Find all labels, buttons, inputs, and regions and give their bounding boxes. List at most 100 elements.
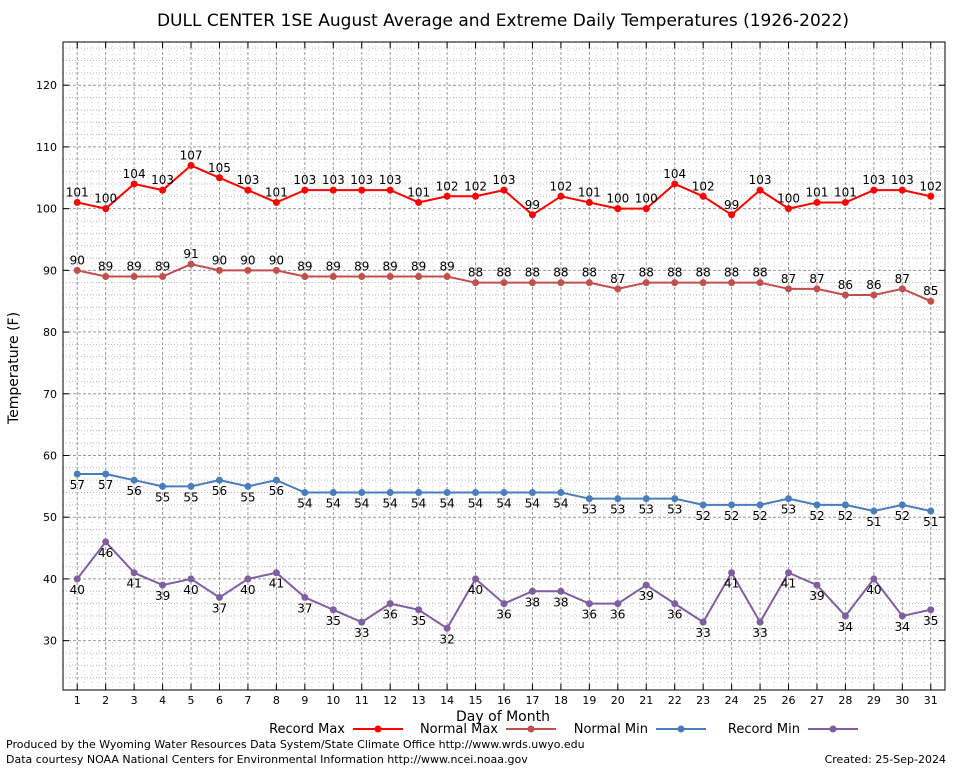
normal-max-data-label: 90 (269, 253, 284, 267)
record-min-data-label: 36 (383, 608, 398, 622)
normal-max-data-label: 88 (525, 266, 540, 280)
normal-max-data-label: 88 (468, 266, 483, 280)
record-max-data-label: 103 (749, 173, 772, 187)
normal-max-data-label: 87 (781, 272, 796, 286)
normal-max-point (813, 285, 821, 293)
normal-max-data-label: 89 (411, 260, 426, 274)
normal-min-data-label: 53 (582, 503, 597, 517)
legend-marker (829, 725, 837, 733)
record-max-data-label: 101 (834, 185, 857, 199)
record-min-point (927, 606, 935, 614)
record-min-data-label: 33 (696, 626, 711, 640)
normal-min-data-label: 52 (696, 509, 711, 523)
normal-max-data-label: 89 (439, 260, 454, 274)
normal-max-data-label: 88 (752, 266, 767, 280)
normal-min-point (813, 501, 821, 509)
y-tick-label: 80 (43, 326, 57, 339)
normal-max-point (841, 291, 849, 299)
normal-min-point (614, 495, 622, 503)
record-max-data-label: 103 (322, 173, 345, 187)
normal-max-point (728, 279, 736, 287)
legend-item-normal-min: Normal Min (574, 722, 706, 737)
legend-item-record-min: Record Min (728, 722, 858, 737)
credit-line-2: Data courtesy NOAA National Centers for … (6, 753, 528, 766)
record-min-point (728, 569, 736, 577)
normal-max-point (215, 266, 223, 274)
normal-max-data-label: 88 (667, 266, 682, 280)
normal-min-point (585, 495, 593, 503)
normal-min-point (785, 495, 793, 503)
normal-max-point (671, 279, 679, 287)
normal-max-point (386, 273, 394, 281)
x-tick-label: 29 (867, 694, 881, 707)
y-tick-label: 30 (43, 635, 57, 648)
normal-max-point (500, 279, 508, 287)
normal-min-data-label: 55 (155, 490, 170, 504)
record-min-series: 40 46 41 39 40 37 40 41 37 35 33 36 35 32 40 36 38 38 36 36… (70, 538, 938, 646)
normal-min-point (187, 482, 195, 490)
normal-max-point (585, 279, 593, 287)
y-tick-label: 70 (43, 388, 57, 401)
normal-max-data-label: 86 (866, 278, 881, 292)
record-max-data-label: 102 (464, 179, 487, 193)
normal-max-point (472, 279, 480, 287)
y-tick-label: 110 (36, 141, 57, 154)
normal-min-data-label: 54 (354, 497, 369, 511)
x-tick-label: 16 (497, 694, 511, 707)
record-max-point (159, 186, 167, 194)
record-min-point (557, 587, 565, 595)
record-max-point (73, 198, 81, 206)
record-min-data-label: 35 (326, 614, 341, 628)
normal-max-data-label: 88 (582, 266, 597, 280)
normal-min-data-label: 54 (496, 497, 511, 511)
record-max-point (301, 186, 309, 194)
x-tick-label: 2 (102, 694, 109, 707)
legend-label: Normal Max (420, 722, 498, 737)
record-max-point (443, 192, 451, 200)
grid (62, 42, 946, 691)
record-min-point (102, 538, 110, 546)
record-max-data-label: 103 (862, 173, 885, 187)
record-min-point (244, 575, 252, 583)
record-min-data-label: 35 (411, 614, 426, 628)
record-max-point (841, 198, 849, 206)
record-min-point (585, 600, 593, 608)
normal-min-point (415, 489, 423, 497)
legend-label: Record Max (269, 722, 345, 737)
record-min-data-label: 38 (525, 595, 540, 609)
normal-max-data-label: 89 (126, 260, 141, 274)
normal-min-point (699, 501, 707, 509)
record-max-point (756, 186, 764, 194)
normal-min-data-label: 54 (439, 497, 454, 511)
x-tick-label: 4 (159, 694, 166, 707)
record-min-data-label: 38 (553, 595, 568, 609)
record-min-point (528, 587, 536, 595)
record-min-point (272, 569, 280, 577)
normal-max-point (301, 273, 309, 281)
x-tick-label: 9 (301, 694, 308, 707)
normal-max-point (159, 273, 167, 281)
chart-title: DULL CENTER 1SE August Average and Extre… (157, 11, 849, 31)
normal-max-point (329, 273, 337, 281)
normal-min-data-label: 55 (183, 490, 198, 504)
record-min-point (415, 606, 423, 614)
normal-min-point (73, 470, 81, 478)
x-tick-label: 21 (639, 694, 653, 707)
legend-marker (677, 725, 685, 733)
record-max-point (130, 180, 138, 188)
record-max-data-label: 103 (891, 173, 914, 187)
normal-max-point (756, 279, 764, 287)
record-max-point (187, 161, 195, 169)
record-max-point (472, 192, 480, 200)
record-max-data-label: 100 (777, 192, 800, 206)
record-max-point (528, 211, 536, 219)
record-min-point (472, 575, 480, 583)
normal-max-data-label: 87 (610, 272, 625, 286)
normal-max-point (642, 279, 650, 287)
record-min-data-label: 39 (809, 589, 824, 603)
normal-min-data-label: 57 (98, 478, 113, 492)
normal-min-point (870, 507, 878, 515)
normal-min-data-label: 54 (383, 497, 398, 511)
y-tick-label: 100 (36, 203, 57, 216)
